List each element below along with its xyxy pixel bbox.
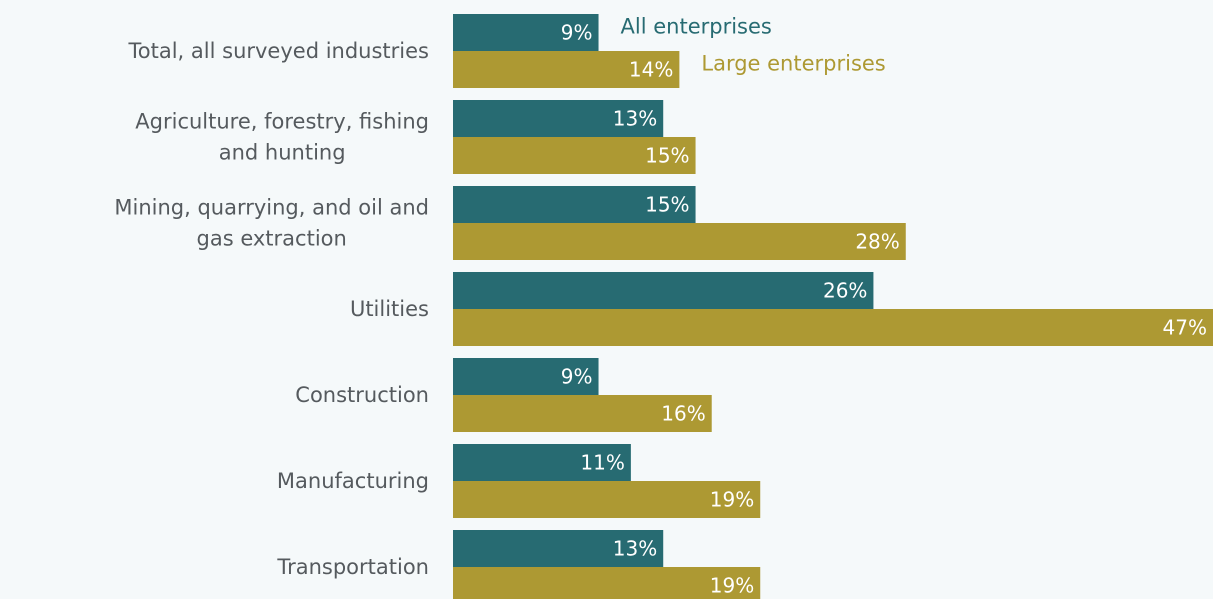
category-label-4: Construction: [295, 383, 429, 407]
data-label-all-6: 13%: [613, 537, 657, 561]
category-label-2: Mining, quarrying, and oil and gas extrac…: [114, 196, 429, 251]
bar-large-0: [453, 51, 680, 88]
bar-all-0: [453, 14, 599, 51]
bar-large-5: [453, 481, 761, 518]
category-label-5: Manufacturing: [277, 469, 429, 493]
data-label-large-0: 14%: [629, 58, 673, 82]
bar-all-6: [453, 530, 664, 567]
bar-all-1: [453, 100, 664, 137]
category-label-1: Agriculture, forestry, fishing and huntin…: [135, 110, 429, 165]
bar-all-5: [453, 444, 631, 481]
data-label-all-4: 9%: [561, 365, 593, 389]
category-label-6: Transportation: [276, 555, 429, 579]
bar-large-1: [453, 137, 696, 174]
data-label-all-3: 26%: [823, 279, 867, 303]
bar-large-2: [453, 223, 906, 260]
category-label-0: Total, all surveyed industries: [128, 39, 429, 63]
bar-large-6: [453, 567, 761, 599]
legend-item-all-enterprises: All enterprises: [621, 15, 772, 39]
bar-all-3: [453, 272, 874, 309]
data-label-large-6: 19%: [710, 574, 754, 598]
data-label-all-1: 13%: [613, 107, 657, 131]
data-label-large-4: 16%: [661, 402, 705, 426]
bars-group: 9% 14% 13% 15% 15% 28% 26% 47% 9% 16% 11% 19% 13% 19%: [453, 14, 1213, 599]
bar-all-4: [453, 358, 599, 395]
bar-all-2: [453, 186, 696, 223]
data-label-large-5: 19%: [710, 488, 754, 512]
bar-large-4: [453, 395, 712, 432]
data-label-all-0: 9%: [561, 21, 593, 45]
data-label-large-3: 47%: [1163, 316, 1207, 340]
data-label-all-2: 15%: [645, 193, 689, 217]
data-label-large-2: 28%: [855, 230, 899, 254]
bar-large-3: [453, 309, 1213, 346]
legend: All enterprises Large enterprises: [621, 15, 886, 76]
data-label-large-1: 15%: [645, 144, 689, 168]
category-labels: Total, all surveyed industries Agricultur…: [114, 39, 429, 579]
category-label-3: Utilities: [350, 297, 429, 321]
legend-item-large-enterprises: Large enterprises: [701, 52, 885, 76]
data-label-all-5: 11%: [580, 451, 624, 475]
